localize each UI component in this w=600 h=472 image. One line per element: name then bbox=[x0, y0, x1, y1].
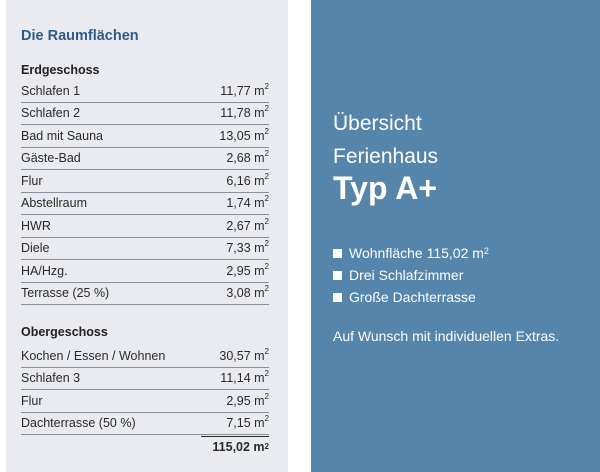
feature-text: Wohnfläche 115,02 m bbox=[349, 245, 484, 261]
room-areas-panel: Die Raumflächen Erdgeschoss Schlafen 1 11… bbox=[6, 0, 288, 472]
room-area-value: 7,15 m bbox=[226, 416, 265, 431]
table-row: Terrasse (25 %) 3,08 m2 bbox=[21, 283, 269, 305]
total-unit-sup: 2 bbox=[264, 441, 269, 451]
unit-superscript: 2 bbox=[264, 171, 269, 181]
table-row: Schlafen 1 11,77 m2 bbox=[21, 80, 269, 103]
room-area-value: 13,05 m bbox=[219, 128, 265, 143]
room-area-value: 2,95 m bbox=[226, 393, 265, 408]
unit-superscript: 2 bbox=[264, 261, 269, 271]
unit-superscript: 2 bbox=[264, 104, 269, 114]
unit-superscript: 2 bbox=[264, 216, 269, 226]
room-name: Dachterrasse (50 %) bbox=[21, 416, 136, 431]
table-row: Schlafen 3 11,14 m2 bbox=[21, 368, 269, 390]
room-name: Schlafen 3 bbox=[21, 371, 81, 386]
room-area: 13,05 m2 bbox=[219, 126, 269, 143]
feature-item: Große Dachterrasse bbox=[333, 286, 489, 308]
unit-superscript: 2 bbox=[264, 414, 269, 424]
room-area-value: 2,67 m bbox=[226, 218, 265, 233]
room-area-value: 1,74 m bbox=[226, 196, 265, 211]
room-name: Flur bbox=[21, 173, 43, 188]
house-subtitle: Ferienhaus bbox=[333, 145, 439, 168]
feature-text: Große Dachterrasse bbox=[349, 289, 476, 305]
table-row: Abstellraum 1,74 m2 bbox=[21, 193, 269, 215]
unit-superscript: 2 bbox=[264, 239, 269, 249]
room-name: Flur bbox=[21, 393, 43, 408]
unit-superscript: 2 bbox=[264, 346, 269, 356]
table-row: Schlafen 2 11,78 m2 bbox=[21, 103, 269, 125]
table-row: Bad mit Sauna 13,05 m2 bbox=[21, 125, 269, 148]
room-area-value: 11,14 m bbox=[220, 371, 265, 386]
room-area: 2,95 m2 bbox=[226, 261, 269, 278]
room-name: Schlafen 2 bbox=[21, 106, 81, 121]
feature-text: Drei Schlafzimmer bbox=[349, 267, 464, 283]
room-name: Terrasse (25 %) bbox=[21, 286, 110, 301]
room-area-value: 6,16 m bbox=[226, 173, 265, 188]
type-heading: Typ A+ bbox=[333, 170, 438, 206]
table-row: HWR 2,67 m2 bbox=[21, 215, 269, 238]
overview-subtitle: Übersicht bbox=[333, 112, 422, 135]
table-row: HA/Hzg. 2,95 m2 bbox=[21, 260, 269, 283]
table-row: Kochen / Essen / Wohnen 30,57 m2 bbox=[21, 345, 269, 368]
upper-floor-title: Obergeschoss bbox=[21, 325, 108, 339]
room-area: 6,16 m2 bbox=[226, 171, 269, 188]
overview-panel: Übersicht Ferienhaus Typ A+ Wohnfläche 1… bbox=[311, 0, 600, 472]
room-area: 7,15 m2 bbox=[226, 414, 269, 431]
room-area-value: 7,33 m bbox=[226, 241, 265, 256]
total-divider bbox=[201, 436, 269, 437]
room-area: 7,33 m2 bbox=[226, 239, 269, 256]
room-area: 30,57 m2 bbox=[219, 346, 269, 363]
extras-note: Auf Wunsch mit individuellen Extras. bbox=[333, 328, 560, 344]
square-bullet-icon bbox=[333, 270, 342, 280]
room-area: 1,74 m2 bbox=[226, 194, 269, 211]
square-bullet-icon bbox=[333, 292, 342, 302]
unit-superscript: 2 bbox=[264, 369, 269, 379]
unit-superscript: 2 bbox=[264, 81, 269, 91]
room-name: Schlafen 1 bbox=[21, 83, 81, 98]
room-area: 11,78 m2 bbox=[220, 104, 269, 121]
unit-superscript: 2 bbox=[264, 284, 269, 294]
room-area: 11,77 m2 bbox=[220, 81, 269, 98]
unit-superscript: 2 bbox=[264, 194, 269, 204]
room-area-value: 2,68 m bbox=[226, 151, 265, 166]
room-area-value: 11,77 m bbox=[220, 83, 265, 98]
room-area-value: 30,57 m bbox=[219, 348, 265, 363]
feature-list: Wohnfläche 115,02 m 2 Drei Schlafzimmer Gro… bbox=[333, 242, 489, 308]
room-name: HA/Hzg. bbox=[21, 263, 68, 278]
total-value: 115,02 m bbox=[212, 440, 265, 454]
room-area: 11,14 m2 bbox=[220, 369, 269, 386]
room-area-value: 2,95 m bbox=[226, 263, 265, 278]
unit-superscript: 2 bbox=[264, 149, 269, 159]
table-row: Flur 2,95 m2 bbox=[21, 390, 269, 413]
room-name: Kochen / Essen / Wohnen bbox=[21, 348, 166, 363]
room-area: 2,95 m2 bbox=[226, 391, 269, 408]
room-name: Gäste-Bad bbox=[21, 151, 81, 166]
room-name: Diele bbox=[21, 241, 50, 256]
ground-floor-title: Erdgeschoss bbox=[21, 63, 100, 77]
ground-floor-table: Schlafen 1 11,77 m2 Schlafen 2 11,78 m2 Bad … bbox=[21, 80, 269, 305]
room-area-value: 3,08 m bbox=[226, 286, 265, 301]
room-name: Abstellraum bbox=[21, 196, 87, 211]
table-row: Dachterrasse (50 %) 7,15 m2 bbox=[21, 413, 269, 435]
panel-title: Die Raumflächen bbox=[21, 28, 139, 44]
room-area: 2,67 m2 bbox=[226, 216, 269, 233]
unit-superscript: 2 bbox=[264, 126, 269, 136]
room-area: 3,08 m2 bbox=[226, 284, 269, 301]
room-name: HWR bbox=[21, 218, 51, 233]
feature-item: Drei Schlafzimmer bbox=[333, 264, 489, 286]
room-area-value: 11,78 m bbox=[220, 106, 265, 121]
upper-floor-table: Kochen / Essen / Wohnen 30,57 m2 Schlafen … bbox=[21, 345, 269, 435]
room-name: Bad mit Sauna bbox=[21, 128, 103, 143]
table-row: Gäste-Bad 2,68 m2 bbox=[21, 148, 269, 170]
room-area: 2,68 m2 bbox=[226, 149, 269, 166]
table-row: Diele 7,33 m2 bbox=[21, 238, 269, 260]
unit-superscript: 2 bbox=[264, 391, 269, 401]
square-bullet-icon bbox=[333, 248, 342, 258]
table-row: Flur 6,16 m2 bbox=[21, 170, 269, 193]
unit-superscript: 2 bbox=[483, 246, 489, 256]
